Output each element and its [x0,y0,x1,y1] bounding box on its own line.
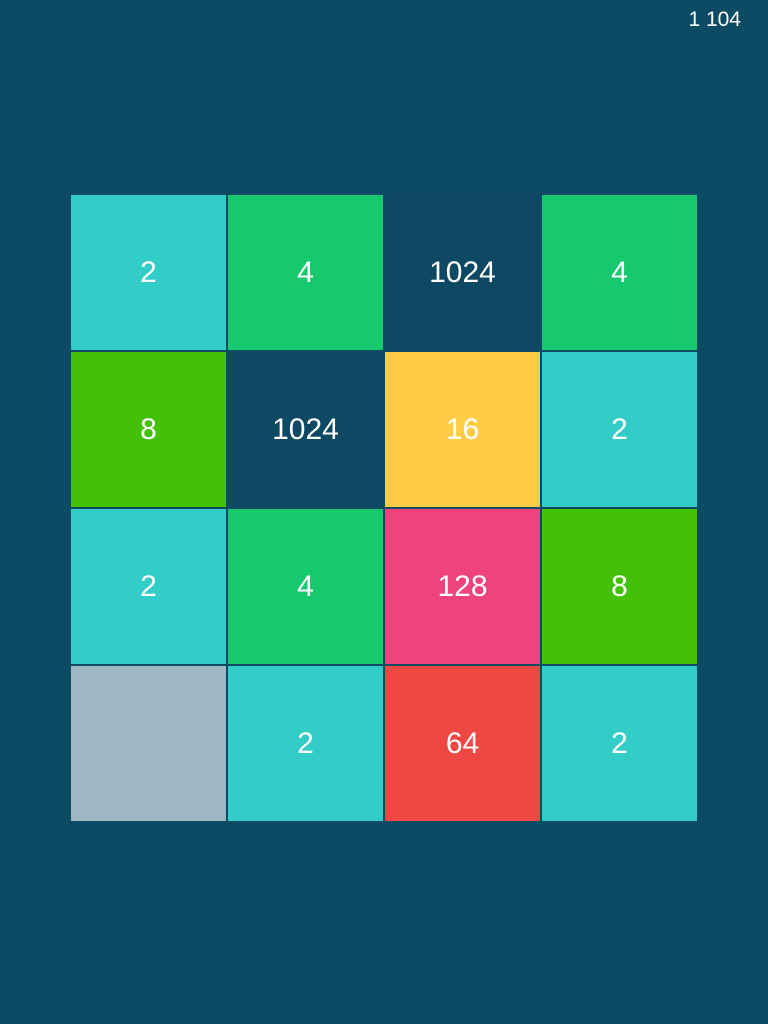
score: 1 104 [688,8,741,31]
tile: 8 [71,352,226,507]
tile: 1024 [385,195,540,350]
tile: 1024 [228,352,383,507]
tile: 2 [542,666,697,821]
tile: 4 [228,195,383,350]
board[interactable]: 2 4 1024 4 8 1024 16 2 2 4 128 8 2 64 2 [71,195,697,821]
tile: 8 [542,509,697,664]
tile: 4 [542,195,697,350]
empty-tile [71,666,226,821]
tile: 4 [228,509,383,664]
tile: 64 [385,666,540,821]
tile: 2 [542,352,697,507]
tile: 2 [228,666,383,821]
tile: 16 [385,352,540,507]
tile: 2 [71,195,226,350]
tile: 2 [71,509,226,664]
tile: 128 [385,509,540,664]
